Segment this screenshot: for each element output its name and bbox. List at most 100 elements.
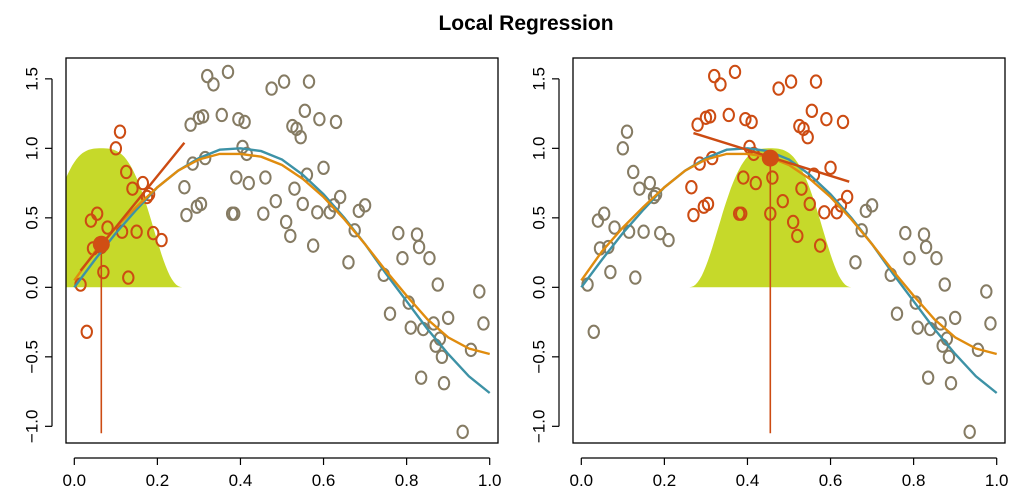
data-point: [587, 324, 600, 340]
plot-frame: [65, 57, 499, 444]
neighborhood-point: [824, 160, 837, 176]
y-tick-label: 0.5: [23, 206, 42, 230]
neighborhood-point: [101, 220, 114, 235]
data-point: [257, 206, 270, 221]
data-point: [948, 310, 962, 326]
neighborhood-point: [90, 206, 104, 221]
data-point: [849, 255, 862, 270]
data-point: [327, 198, 341, 213]
data-point: [269, 193, 282, 209]
y-tick-label: −1.0: [530, 410, 549, 444]
y-tick-label: 1.5: [530, 67, 549, 91]
data-point: [178, 180, 191, 195]
y-tick-label: −0.5: [530, 340, 549, 374]
data-point: [903, 250, 916, 266]
data-point: [311, 205, 324, 220]
neighborhood-point: [791, 228, 804, 244]
data-point: [348, 223, 361, 238]
data-point: [296, 196, 309, 212]
neighborhood-point: [703, 109, 717, 124]
data-point: [456, 424, 469, 440]
data-point: [194, 196, 208, 212]
data-point: [288, 181, 301, 196]
x-tick-label: 0.4: [229, 471, 253, 490]
x-tick-label: 0.6: [312, 471, 336, 490]
data-point: [230, 170, 243, 185]
neighborhood-point: [801, 130, 814, 145]
data-point: [294, 130, 307, 145]
local-regression-fit-curve: [580, 152, 998, 356]
neighborhood-point: [836, 114, 850, 130]
data-point: [865, 198, 879, 213]
data-point: [597, 206, 611, 221]
data-point: [215, 107, 228, 123]
y-tick-label: −0.5: [23, 340, 42, 374]
neighborhood-point: [708, 68, 721, 84]
data-point: [643, 175, 657, 191]
data-point: [647, 189, 661, 205]
data-point: [342, 255, 355, 270]
data-point: [242, 175, 255, 191]
data-point: [984, 316, 997, 331]
neighborhood-point: [786, 214, 800, 230]
target-point: [92, 235, 110, 253]
data-point: [662, 232, 675, 248]
neighborhood-point: [735, 206, 748, 221]
data-point: [963, 424, 976, 440]
data-point: [298, 103, 312, 119]
neighborhood-point: [728, 64, 742, 80]
neighborhood-point: [745, 114, 758, 130]
x-tick-label: 1.0: [478, 471, 502, 490]
data-point: [473, 284, 486, 299]
neighborhood-point: [687, 207, 700, 223]
true-function-curve: [73, 147, 491, 394]
data-point: [333, 189, 347, 205]
neighborhood-point: [120, 164, 133, 180]
data-point: [911, 320, 924, 335]
y-tick-label: 0.0: [530, 276, 549, 300]
x-tick-label: 0.0: [62, 471, 86, 490]
data-point: [392, 225, 405, 241]
data-point: [930, 250, 943, 266]
data-point: [414, 370, 428, 385]
data-point: [302, 74, 316, 89]
neighborhood-point: [122, 270, 135, 285]
neighborhood-point: [130, 224, 143, 239]
data-point: [412, 239, 426, 255]
data-point: [944, 376, 958, 391]
data-point: [890, 306, 904, 321]
data-point: [404, 320, 417, 335]
data-point: [238, 114, 251, 130]
data-point: [654, 225, 667, 241]
true-function-curve: [580, 147, 998, 394]
data-point: [277, 74, 291, 89]
panel-left: 0.0 0.2 0.4 0.6 0.8 1.0 −1.0 −0.5 0.0 0.5 1.0 1.5: [23, 57, 502, 490]
data-point: [441, 310, 455, 326]
neighborhood-point: [136, 175, 150, 191]
neighborhood-point: [795, 181, 808, 196]
data-point: [284, 228, 297, 244]
neighborhood-point: [764, 206, 777, 221]
neighborhood-point: [80, 324, 93, 340]
data-point: [620, 124, 634, 139]
neighborhood-point: [701, 196, 715, 212]
data-point: [616, 141, 630, 156]
data-point: [383, 306, 397, 321]
neighborhood-point: [749, 175, 762, 191]
data-point: [637, 224, 650, 239]
neighborhood-point: [685, 180, 698, 195]
data-point: [279, 214, 293, 230]
neighborhood-point: [809, 74, 823, 89]
x-tick-label: 0.0: [569, 471, 593, 490]
data-point: [329, 114, 343, 130]
neighborhood-point: [714, 77, 727, 92]
data-point: [477, 316, 490, 331]
data-point: [649, 187, 663, 202]
data-point: [410, 227, 424, 242]
data-point: [228, 206, 241, 221]
neighborhood-point: [737, 170, 750, 185]
neighborhood-point: [155, 232, 168, 248]
data-point: [919, 239, 933, 255]
neighborhood-point: [126, 181, 139, 196]
neighborhood-point: [739, 111, 752, 127]
